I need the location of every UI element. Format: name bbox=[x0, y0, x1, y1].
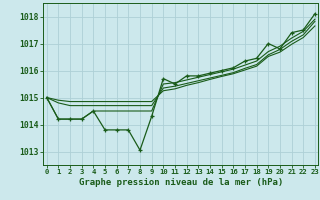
X-axis label: Graphe pression niveau de la mer (hPa): Graphe pression niveau de la mer (hPa) bbox=[79, 178, 283, 187]
